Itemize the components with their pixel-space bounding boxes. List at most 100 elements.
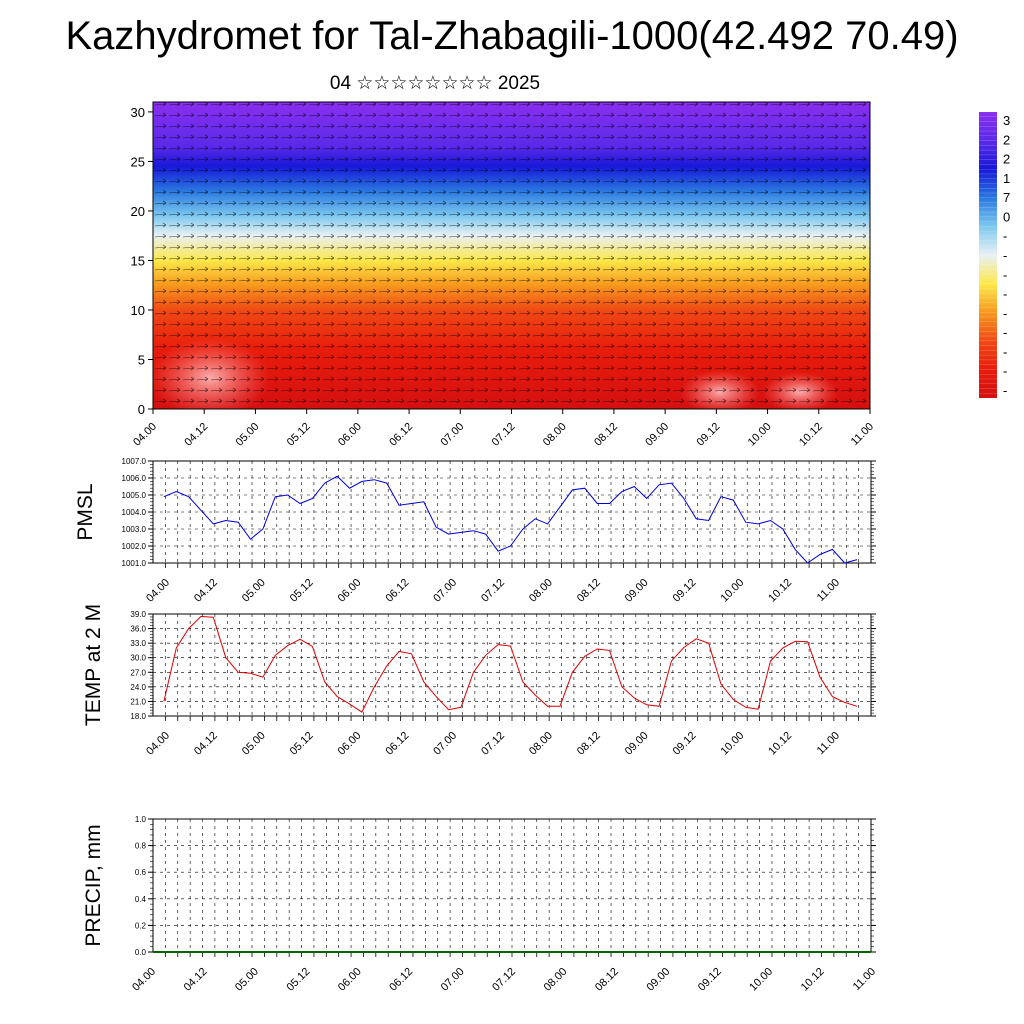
x-tick-label: 08.12 <box>593 966 621 994</box>
x-tick-label: 11.00 <box>849 421 876 448</box>
x-tick-label: 10.00 <box>746 421 774 449</box>
y-tick-label: 0.2 <box>135 921 147 930</box>
x-tick-label: 09.12 <box>696 966 724 994</box>
y-tick-label: 0.6 <box>135 868 147 877</box>
y-tick-label: 20 <box>131 204 145 219</box>
y-tick-label: 21.0 <box>130 697 146 706</box>
x-tick-label: 09.12 <box>671 577 699 605</box>
x-tick-label: 04.00 <box>144 730 172 758</box>
y-tick-label: 30.0 <box>130 654 146 663</box>
x-tick-label: 07.12 <box>479 730 507 758</box>
x-tick-label: 06.00 <box>336 421 364 449</box>
x-tick-label: 04.12 <box>182 966 210 994</box>
series-line <box>163 615 858 713</box>
x-tick-label: 10.12 <box>766 577 794 605</box>
y-tick-label: 10 <box>131 303 145 318</box>
x-tick-label: 05.12 <box>285 421 313 449</box>
x-tick-label: 04.00 <box>130 966 158 994</box>
x-tick-label: 05.12 <box>284 966 312 994</box>
x-tick-label: 09.00 <box>644 966 672 994</box>
x-tick-label: 09.00 <box>623 730 651 758</box>
x-tick-label: 08.00 <box>542 966 570 994</box>
y-tick-label: 25 <box>131 154 145 169</box>
x-tick-label: 05.12 <box>288 577 316 605</box>
colorbar-label: - <box>1003 287 1007 302</box>
x-tick-label: 04.00 <box>131 421 159 449</box>
x-tick-label: 06.00 <box>336 577 364 605</box>
x-tick-label: 05.00 <box>240 577 268 605</box>
temp-panel: 18.0 21.0 24.0 27.0 30.0 33.0 36.0 39.0 04.00 04.… <box>82 604 876 758</box>
subtitle: 04 ☆☆☆☆☆☆☆☆ 2025 <box>329 73 541 94</box>
x-tick-label: 09.00 <box>643 421 671 449</box>
x-tick-label: 07.12 <box>479 577 507 605</box>
x-tick-label: 07.00 <box>438 421 466 449</box>
y-tick-label: 30 <box>131 105 145 120</box>
x-tick-label: 07.00 <box>439 966 467 994</box>
x-tick-label: 04.12 <box>182 421 210 449</box>
x-tick-label: 06.00 <box>336 966 364 994</box>
x-tick-label: 09.12 <box>671 730 699 758</box>
y-tick-label: 33.0 <box>130 639 146 648</box>
colorbar-label: 2 <box>1003 132 1010 147</box>
x-tick-label: 05.00 <box>233 966 261 994</box>
colorbar-label: - <box>1003 248 1007 263</box>
wind-arrows <box>153 102 870 409</box>
colorbar-label: 3 <box>1003 113 1010 128</box>
heatmap-panel: 0 5 10 15 20 25 30 04.00 04.12 05.00 05.12 06.00 06.… <box>131 101 876 449</box>
colorbar-label: 7 <box>1003 190 1010 205</box>
x-tick-label: 10.00 <box>747 966 775 994</box>
colorbar-label: - <box>1003 229 1007 244</box>
y-tick-label: 18.0 <box>130 712 146 721</box>
main-title: Kazhydromet for Tal-Zhabagili-1000(42.49… <box>65 14 959 58</box>
series-line <box>163 475 858 564</box>
y-axis-label: PRECIP, mm <box>82 824 105 946</box>
x-tick-label: 10.00 <box>718 730 746 758</box>
x-tick-label: 06.00 <box>336 730 364 758</box>
x-tick-label: 10.12 <box>797 421 825 449</box>
y-tick-label: 1002.0 <box>122 542 147 551</box>
x-tick-label: 11.00 <box>815 577 842 604</box>
colorbar-label: 1 <box>1003 171 1010 186</box>
x-tick-label: 04.12 <box>192 730 220 758</box>
x-tick-label: 09.00 <box>623 577 651 605</box>
x-tick-label: 10.12 <box>799 966 827 994</box>
heatmap-field <box>153 102 870 409</box>
y-tick-label: 0 <box>138 402 145 417</box>
x-tick-label: 06.12 <box>383 577 411 605</box>
colorbar-label: - <box>1003 306 1007 321</box>
x-tick-label: 08.12 <box>575 577 603 605</box>
x-tick-label: 06.12 <box>387 421 415 449</box>
colorbar: 3 2 2 1 7 0 - - - - - - - - - <box>979 112 1010 398</box>
x-tick-label: 07.12 <box>490 421 518 449</box>
x-tick-label: 05.00 <box>240 730 268 758</box>
colorbar-label: - <box>1003 383 1007 398</box>
x-tick-label: 08.00 <box>527 577 555 605</box>
x-tick-label: 07.00 <box>431 577 459 605</box>
y-axis-label: TEMP at 2 M <box>82 604 105 726</box>
y-tick-label: 0.8 <box>135 842 147 851</box>
x-tick-label: 04.00 <box>144 577 172 605</box>
y-tick-label: 36.0 <box>130 625 146 634</box>
x-tick-label: 08.00 <box>527 730 555 758</box>
y-tick-label: 1004.0 <box>122 508 147 517</box>
y-tick-label: 39.0 <box>130 610 146 619</box>
precip-panel: 0.0 0.2 0.4 0.6 0.8 1.0 04.00 04.12 05.00 05.12 06… <box>82 815 878 994</box>
y-tick-label: 1007.0 <box>122 457 147 466</box>
colorbar-label: - <box>1003 344 1007 359</box>
x-tick-label: 05.12 <box>288 730 316 758</box>
y-tick-label: 5 <box>138 352 145 367</box>
y-tick-label: 1001.0 <box>122 559 147 568</box>
colorbar-label: - <box>1003 267 1007 282</box>
y-tick-label: 1005.0 <box>122 491 147 500</box>
y-tick-label: 15 <box>131 253 145 268</box>
x-tick-label: 06.12 <box>387 966 415 994</box>
colorbar-label: - <box>1003 364 1007 379</box>
x-tick-label: 09.12 <box>695 421 723 449</box>
x-tick-label: 11.00 <box>851 966 878 993</box>
x-tick-label: 04.12 <box>192 577 220 605</box>
y-tick-label: 1003.0 <box>122 525 147 534</box>
y-tick-label: 1.0 <box>135 815 147 824</box>
x-tick-label: 06.12 <box>383 730 411 758</box>
y-tick-label: 24.0 <box>130 683 146 692</box>
